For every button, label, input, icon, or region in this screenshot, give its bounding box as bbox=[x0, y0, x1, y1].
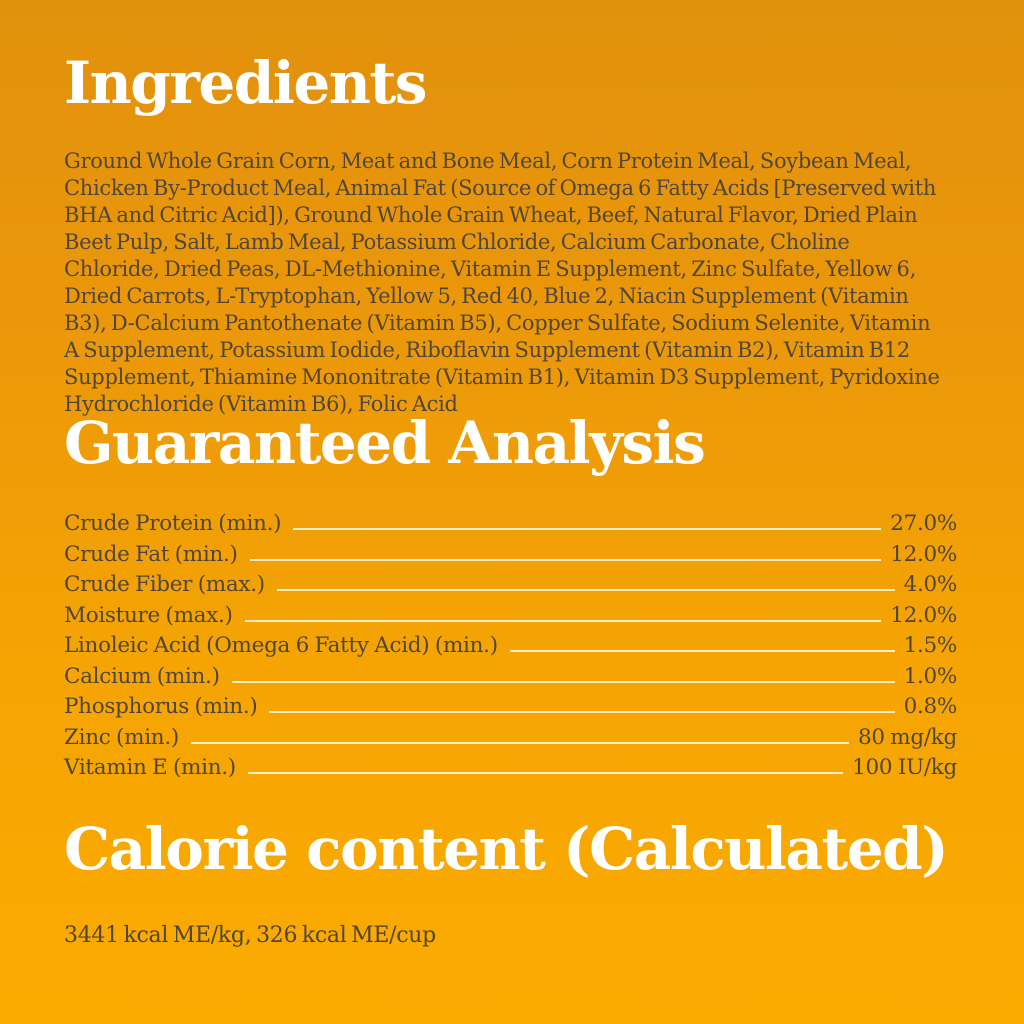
analysis-row: Crude Fiber (max.) 4.0% bbox=[64, 572, 957, 603]
leader-line bbox=[247, 772, 844, 774]
analysis-row-value: 4.0% bbox=[903, 572, 958, 597]
calorie-content-value: 3441 kcal ME/kg, 326 kcal ME/cup bbox=[64, 923, 436, 948]
leader-line bbox=[190, 741, 850, 744]
analysis-row-value: 1.0% bbox=[903, 663, 958, 689]
analysis-row-value: 0.8% bbox=[903, 694, 958, 719]
ingredients-heading: Ingredients bbox=[64, 49, 427, 117]
analysis-row-label: Vitamin E (min.) bbox=[64, 755, 236, 780]
leader-line bbox=[509, 650, 895, 652]
leader-line bbox=[276, 589, 895, 591]
ingredients-paragraph: Ground Whole Grain Corn, Meat and Bone M… bbox=[64, 149, 940, 416]
analysis-row-value: 27.0% bbox=[890, 511, 957, 536]
leader-line bbox=[249, 558, 882, 561]
leader-line bbox=[231, 680, 895, 683]
analysis-row: Calcium (min.) 1.0% bbox=[64, 664, 957, 695]
analysis-row: Zinc (min.) 80 mg/kg bbox=[64, 725, 957, 756]
analysis-row-label: Calcium (min.) bbox=[64, 663, 220, 689]
analysis-row-value: 1.5% bbox=[903, 633, 958, 658]
leader-line bbox=[293, 528, 882, 530]
analysis-row-label: Crude Protein (min.) bbox=[64, 511, 282, 536]
analysis-row: Phosphorus (min.) 0.8% bbox=[64, 694, 957, 725]
analysis-row-value: 80 mg/kg bbox=[858, 724, 957, 750]
analysis-row-value: 100 IU/kg bbox=[852, 755, 957, 780]
analysis-row-label: Crude Fiber (max.) bbox=[64, 572, 265, 597]
analysis-row: Linoleic Acid (Omega 6 Fatty Acid) (min.… bbox=[64, 633, 957, 664]
analysis-row-value: 12.0% bbox=[890, 602, 957, 628]
analysis-row-label: Crude Fat (min.) bbox=[64, 541, 238, 567]
guaranteed-analysis-heading: Guaranteed Analysis bbox=[64, 409, 706, 477]
analysis-row-label: Linoleic Acid (Omega 6 Fatty Acid) (min.… bbox=[64, 633, 498, 658]
analysis-row: Vitamin E (min.) 100 IU/kg bbox=[64, 755, 957, 786]
analysis-row: Moisture (max.) 12.0% bbox=[64, 603, 957, 634]
guaranteed-analysis-table: Crude Protein (min.) 27.0% Crude Fat (min.… bbox=[64, 511, 957, 786]
analysis-row-label: Moisture (max.) bbox=[64, 602, 233, 628]
calorie-content-heading: Calorie content (Calculated) bbox=[64, 815, 949, 883]
analysis-row-value: 12.0% bbox=[890, 541, 957, 567]
analysis-row: Crude Fat (min.) 12.0% bbox=[64, 542, 957, 573]
leader-line bbox=[269, 711, 895, 713]
analysis-row-label: Phosphorus (min.) bbox=[64, 694, 258, 719]
leader-line bbox=[244, 619, 882, 622]
analysis-row-label: Zinc (min.) bbox=[64, 724, 179, 750]
analysis-row: Crude Protein (min.) 27.0% bbox=[64, 511, 957, 542]
